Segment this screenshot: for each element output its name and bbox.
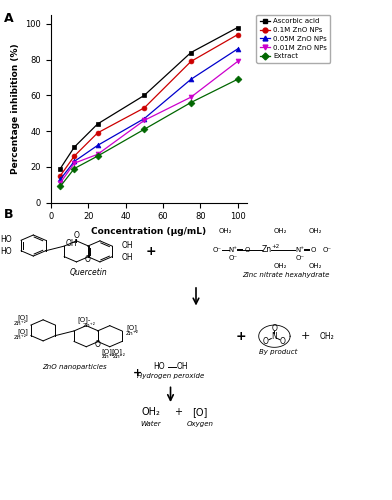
Text: B: B — [4, 208, 13, 220]
Text: OH₂: OH₂ — [320, 332, 335, 340]
Text: HO: HO — [153, 362, 165, 372]
Text: OH₂: OH₂ — [219, 228, 232, 234]
Text: N⁺: N⁺ — [296, 247, 304, 253]
Text: OH₂: OH₂ — [274, 228, 287, 234]
Text: [O]-: [O]- — [78, 316, 91, 324]
Text: [O]: [O] — [111, 348, 122, 355]
Text: O: O — [74, 231, 79, 240]
Text: OH₂: OH₂ — [309, 228, 322, 234]
Text: O: O — [311, 247, 316, 253]
Text: [O]: [O] — [192, 407, 208, 417]
Text: Oxygen: Oxygen — [187, 421, 213, 427]
Text: A: A — [4, 12, 14, 26]
Text: HO: HO — [0, 235, 12, 244]
Text: [O]: [O] — [126, 324, 137, 332]
Text: O⁻: O⁻ — [295, 255, 305, 261]
Text: Quercetin: Quercetin — [69, 268, 107, 277]
Text: N⁺: N⁺ — [229, 247, 238, 253]
Text: ZnO nanoparticles: ZnO nanoparticles — [42, 364, 107, 370]
Text: OH₂: OH₂ — [142, 407, 160, 417]
Text: Zn⁺²: Zn⁺² — [113, 354, 126, 359]
Text: O⁻: O⁻ — [229, 255, 238, 261]
Text: OH: OH — [121, 252, 133, 262]
Text: O: O — [85, 255, 90, 264]
Text: O: O — [244, 247, 250, 253]
Text: OH: OH — [66, 238, 78, 248]
Text: Zn: Zn — [261, 246, 272, 254]
Text: By product: By product — [259, 349, 298, 356]
Y-axis label: Percentage inhibition (%): Percentage inhibition (%) — [11, 44, 20, 174]
Text: [O]: [O] — [17, 314, 28, 322]
Legend: Ascorbic acid, 0.1M ZnO NPs, 0.05M ZnO NPs, 0.01M ZnO NPs, Extract: Ascorbic acid, 0.1M ZnO NPs, 0.05M ZnO N… — [256, 14, 330, 63]
Text: +: + — [132, 368, 142, 378]
Text: OH₂: OH₂ — [309, 263, 322, 269]
Text: N: N — [272, 332, 277, 340]
Text: Zn⁺²: Zn⁺² — [14, 322, 27, 326]
Text: O: O — [280, 337, 286, 346]
Text: O: O — [94, 340, 100, 348]
Text: OH: OH — [121, 241, 133, 250]
Text: Hydrogen peroxide: Hydrogen peroxide — [137, 372, 204, 378]
Text: O⁻: O⁻ — [323, 247, 332, 253]
Text: +: + — [301, 331, 310, 341]
Text: O⁻: O⁻ — [212, 247, 221, 253]
Text: [O]: [O] — [17, 328, 28, 335]
Text: HO: HO — [0, 247, 12, 256]
Text: OH₂: OH₂ — [274, 263, 287, 269]
Text: +: + — [236, 330, 247, 342]
X-axis label: Concentration (μg/mL): Concentration (μg/mL) — [91, 227, 207, 236]
Text: +2: +2 — [271, 244, 279, 249]
Text: [O]: [O] — [101, 348, 112, 355]
Text: Water: Water — [141, 421, 161, 427]
Text: Zinc nitrate hexahydrate: Zinc nitrate hexahydrate — [243, 272, 330, 278]
Text: Zn⁺²: Zn⁺² — [14, 335, 27, 340]
Text: OH: OH — [176, 362, 188, 372]
Text: O: O — [263, 337, 269, 346]
Text: +: + — [145, 245, 156, 258]
Text: Zn⁺²: Zn⁺² — [83, 324, 96, 328]
Text: +: + — [174, 407, 182, 417]
Text: Zn⁺²: Zn⁺² — [101, 354, 114, 359]
Text: O: O — [272, 324, 277, 334]
Text: Zn⁺²: Zn⁺² — [126, 332, 139, 336]
